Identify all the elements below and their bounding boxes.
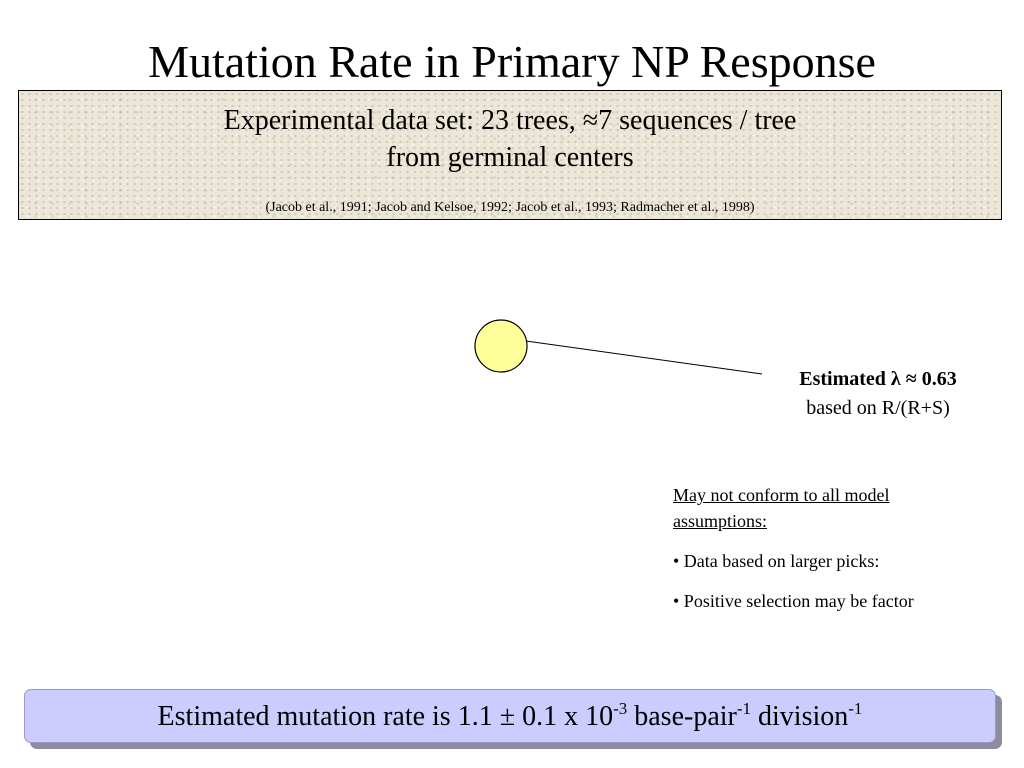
notes-heading: May not conform to all model assumptions…	[673, 485, 890, 531]
estimate-basis: based on R/(R+S)	[806, 397, 950, 419]
estimate-lambda: Estimated λ ≈ 0.63	[799, 368, 957, 390]
dataset-line-2: from germinal centers	[386, 142, 634, 173]
dataset-citation: (Jacob et al., 1991; Jacob and Kelsoe, 1…	[265, 200, 755, 215]
conclusion-text-1: Estimated mutation rate is 1.1 ± 0.1 x 1…	[157, 701, 614, 732]
conclusion-text-3: division	[751, 701, 849, 732]
dataset-line-1: Experimental data set: 23 trees, ≈7 sequ…	[223, 105, 797, 136]
slide-title: Mutation Rate in Primary NP Response	[148, 36, 876, 87]
conclusion-exp-1: -3	[613, 699, 628, 718]
notes-bullet-1: • Data based on larger picks:	[673, 551, 880, 571]
conclusion-text-2: base-pair	[627, 701, 737, 732]
notes-bullet-2: • Positive selection may be factor	[673, 591, 914, 611]
conclusion-exp-3: -1	[848, 699, 863, 718]
estimate-label: Estimated λ ≈ 0.63 based on R/(R+S)	[760, 365, 996, 423]
dataset-box: Experimental data set: 23 trees, ≈7 sequ…	[18, 90, 1002, 220]
conclusion-banner: Estimated mutation rate is 1.1 ± 0.1 x 1…	[24, 689, 996, 743]
conclusion-exp-2: -1	[736, 699, 752, 718]
yellow-circle-node	[474, 319, 528, 373]
notes-block: May not conform to all model assumptions…	[673, 482, 1013, 614]
callout-line	[525, 340, 763, 375]
